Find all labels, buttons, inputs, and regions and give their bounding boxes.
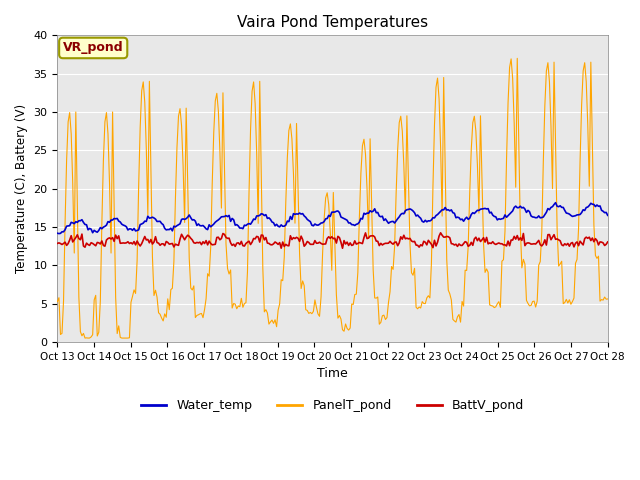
Y-axis label: Temperature (C), Battery (V): Temperature (C), Battery (V) <box>15 104 28 273</box>
X-axis label: Time: Time <box>317 367 348 380</box>
Title: Vaira Pond Temperatures: Vaira Pond Temperatures <box>237 15 428 30</box>
Legend: Water_temp, PanelT_pond, BattV_pond: Water_temp, PanelT_pond, BattV_pond <box>136 394 529 417</box>
Text: VR_pond: VR_pond <box>63 41 124 54</box>
